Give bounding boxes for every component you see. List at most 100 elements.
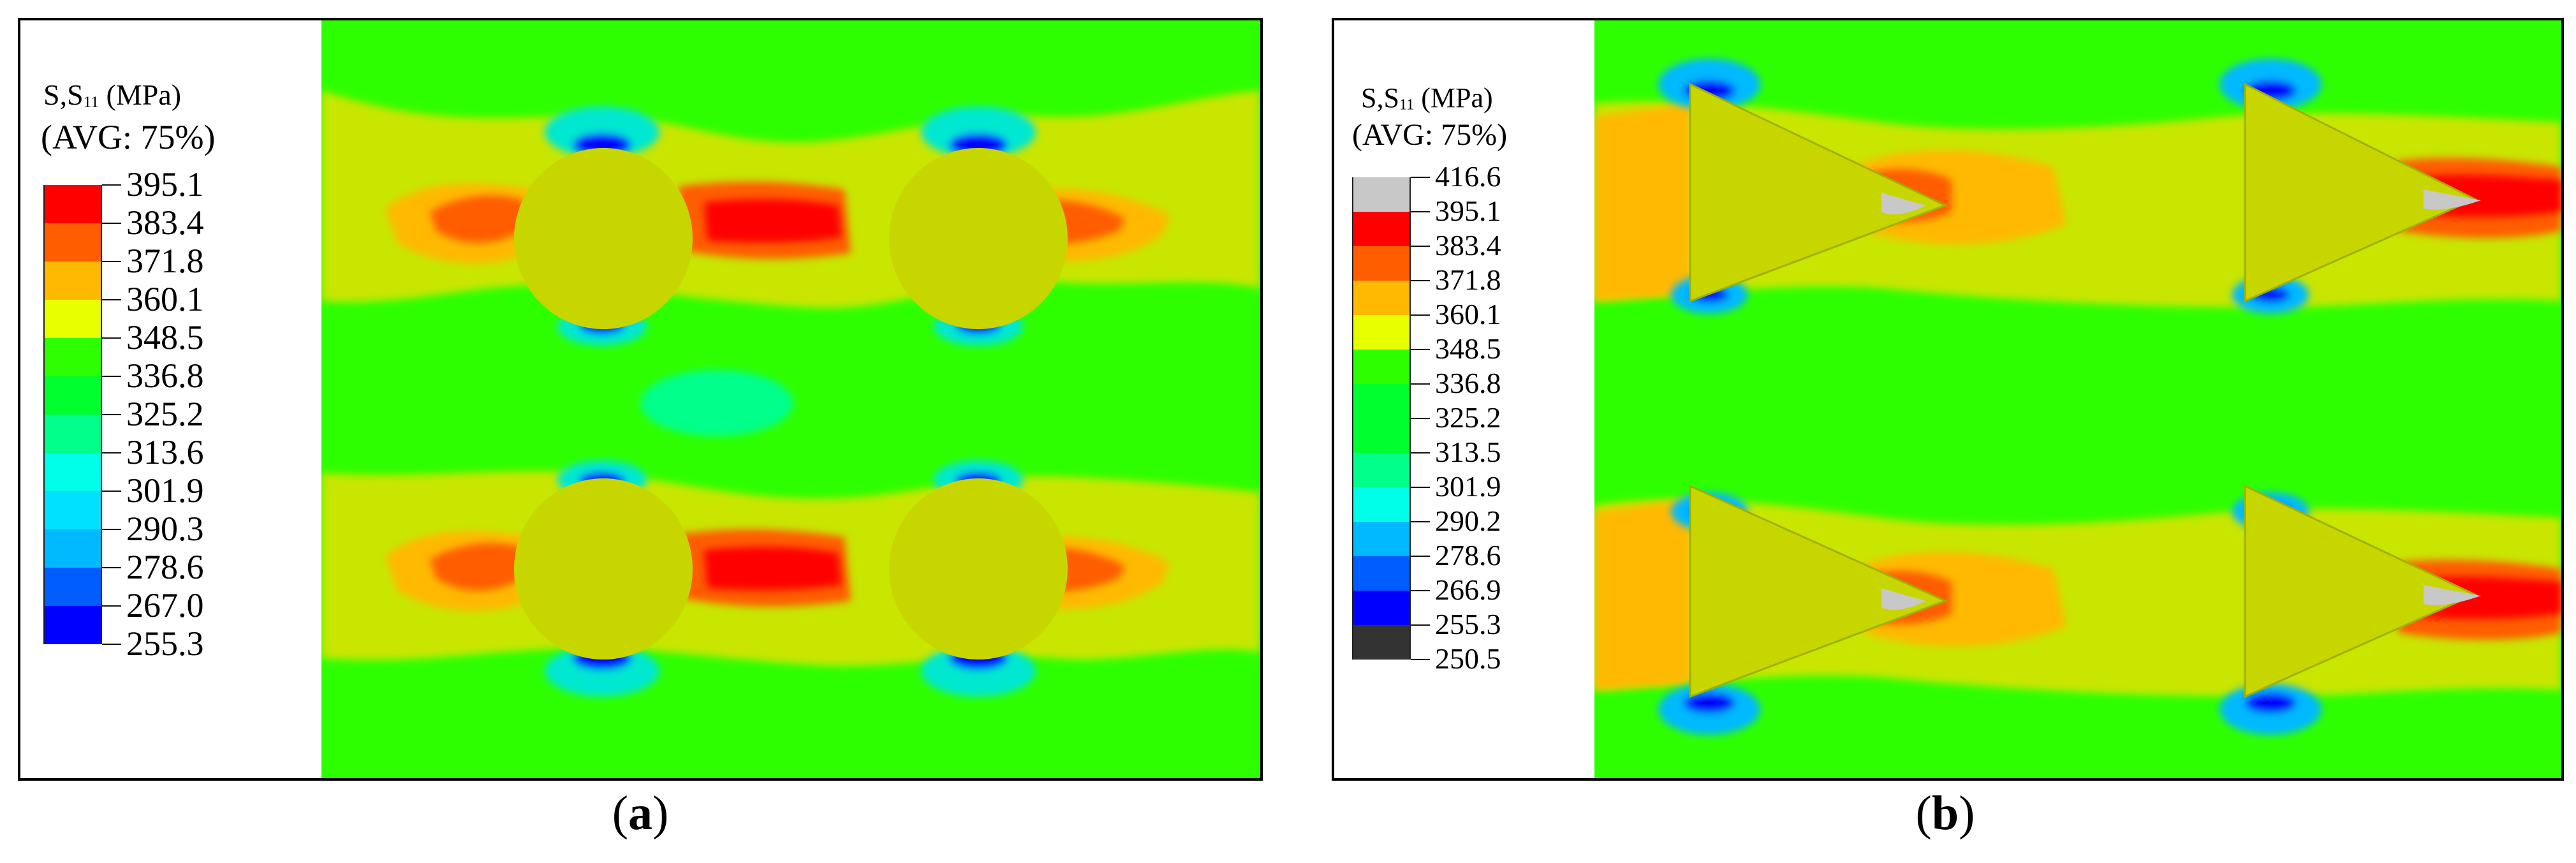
hole — [514, 148, 693, 329]
legend-value: 325.2 — [1435, 401, 1501, 434]
legend-avg-a: (AVG: 75%) — [41, 118, 216, 156]
legend-swatch — [43, 606, 102, 644]
legend-swatch — [1352, 625, 1411, 660]
caption-a: (a) — [612, 786, 669, 840]
legend-tick — [1411, 211, 1430, 212]
legend-swatch — [43, 262, 102, 300]
legend-swatch — [43, 223, 102, 262]
legend-value: 383.4 — [126, 203, 204, 242]
legend-tick — [1411, 624, 1430, 626]
legend-title-b: S,S11 (MPa) — [1361, 82, 1493, 114]
legend-value: 416.6 — [1435, 160, 1501, 193]
legend-value: 360.1 — [126, 279, 204, 318]
legend-tick — [102, 184, 121, 186]
legend-tick — [102, 452, 121, 454]
legend-swatch — [43, 415, 102, 453]
legend-swatch — [43, 300, 102, 338]
legend-swatch — [43, 568, 102, 606]
legend-tick — [1411, 349, 1430, 350]
panel-b: S,S11 (MPa) (AVG: 75%) 416.6 395.1 383.4 37… — [1332, 18, 2564, 781]
legend-swatch — [1352, 281, 1411, 315]
legend-swatch — [43, 529, 102, 568]
legend-tick — [1411, 659, 1430, 660]
legend-value: 348.5 — [1435, 332, 1501, 365]
legend-swatch — [43, 185, 102, 223]
inclusion — [2244, 484, 2477, 698]
legend-swatch — [1352, 591, 1411, 625]
legend-swatch — [1352, 315, 1411, 350]
legend-value: 267.0 — [126, 586, 204, 624]
legend-tick — [102, 337, 121, 339]
legend-swatch — [1352, 212, 1411, 246]
legend-tick — [1411, 521, 1430, 522]
legend-tick — [1411, 314, 1430, 316]
legend-swatch — [43, 376, 102, 415]
legend-swatch — [1352, 453, 1411, 487]
legend-tick — [1411, 590, 1430, 591]
legend-swatch — [1352, 487, 1411, 522]
legend-value: 278.6 — [126, 547, 204, 586]
legend-value: 266.9 — [1435, 573, 1501, 607]
legend-swatch — [43, 338, 102, 376]
legend-tick — [1411, 177, 1430, 178]
legend-tick — [1411, 280, 1430, 281]
legend-tick — [102, 299, 121, 300]
legend-tick — [1411, 246, 1430, 247]
legend-value: 371.8 — [1435, 263, 1501, 297]
legend-tick — [1411, 418, 1430, 419]
inclusion — [1689, 82, 1948, 303]
legend-value: 301.9 — [1435, 470, 1501, 503]
legend-value: 395.1 — [1435, 195, 1501, 228]
legend-value: 395.1 — [126, 165, 204, 203]
legend-tick — [1411, 487, 1430, 488]
hole — [514, 478, 693, 660]
legend-swatch — [1352, 522, 1411, 556]
legend-value: 348.5 — [126, 318, 204, 357]
legend-value: 301.9 — [126, 471, 204, 510]
legend-tick — [102, 605, 121, 607]
legend-swatch — [1352, 246, 1411, 281]
legend-value: 290.2 — [1435, 505, 1501, 538]
legend-swatch — [1352, 556, 1411, 591]
legend-tick — [102, 491, 121, 492]
legend-tick — [1411, 383, 1430, 385]
legend-tick — [102, 529, 121, 530]
legend-value: 250.5 — [1435, 642, 1501, 675]
caption-b: (b) — [1915, 786, 1975, 840]
hole — [889, 148, 1068, 329]
legend-tick — [102, 223, 121, 224]
legend-swatch — [1352, 418, 1411, 453]
legend-swatch — [43, 453, 102, 491]
legend-value: 313.6 — [126, 432, 204, 471]
legend-tick — [102, 261, 121, 262]
legend-value: 313.5 — [1435, 436, 1501, 469]
legend-tick — [1411, 556, 1430, 557]
legend-value: 336.8 — [1435, 367, 1501, 400]
inclusion — [1689, 484, 1948, 698]
legend-swatch — [43, 491, 102, 529]
contour-plot-b — [1594, 20, 2561, 778]
legend-value: 371.8 — [126, 241, 204, 280]
legend-title-a: S,S11 (MPa) — [43, 78, 182, 111]
legend-tick — [102, 567, 121, 568]
legend-value: 383.4 — [1435, 229, 1501, 262]
legend-value: 255.3 — [126, 624, 204, 663]
legend-value: 336.8 — [126, 356, 204, 395]
legend-avg-b: (AVG: 75%) — [1352, 118, 1508, 152]
legend-tick — [102, 414, 121, 415]
legend-swatch — [1352, 177, 1411, 212]
panel-a: S,S11 (MPa) (AVG: 75%) 395.1 383.4 371.8 36… — [18, 18, 1263, 781]
legend-swatch — [1352, 350, 1411, 384]
legend-value: 325.2 — [126, 394, 204, 433]
legend-tick — [102, 644, 121, 645]
legend-tick — [102, 376, 121, 377]
inclusion — [2244, 82, 2477, 303]
contour-plot-a — [321, 20, 1260, 778]
hole — [889, 478, 1068, 660]
legend-value: 290.3 — [126, 509, 204, 548]
legend-value: 360.1 — [1435, 298, 1501, 331]
legend-value: 278.6 — [1435, 539, 1501, 572]
legend-tick — [1411, 452, 1430, 454]
legend-swatch — [1352, 384, 1411, 418]
legend-value: 255.3 — [1435, 608, 1501, 641]
